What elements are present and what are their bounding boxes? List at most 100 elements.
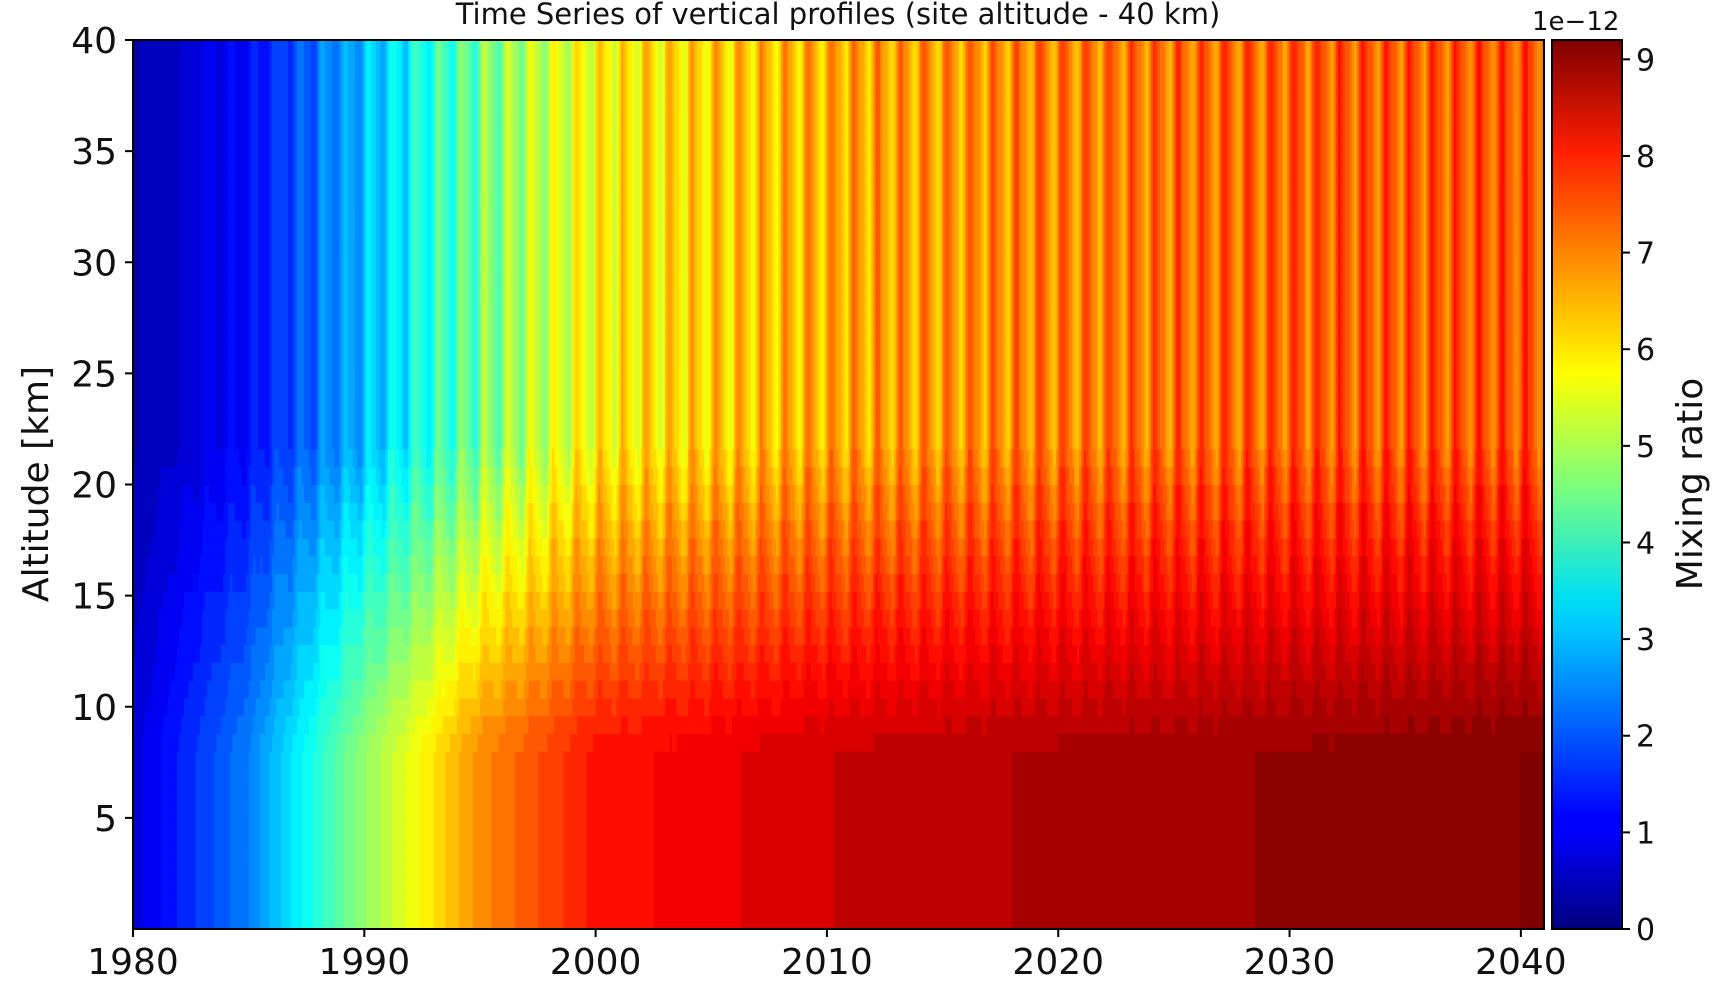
heatmap-cell [193,22,196,40]
heatmap-cell [223,22,226,40]
heatmap-cell [214,22,217,40]
heatmap-cell [149,22,152,40]
heatmap-cell [145,22,148,40]
heatmap-cell [263,22,266,40]
heatmap-field [133,22,1547,929]
heatmap-cell [186,22,189,40]
heatmap-cell [274,22,277,40]
heatmap-cell [209,22,212,40]
heatmap-cell [258,22,261,40]
heatmap-cell [235,22,238,40]
heatmap-cell [348,22,351,40]
heatmap-cell [343,22,346,40]
heatmap-cell [158,22,161,40]
heatmap-cell [334,22,337,40]
heatmap-cell [300,22,303,40]
heatmap-cell [253,22,256,40]
heatmap-cell [202,22,205,40]
heatmap-cell [316,22,319,40]
heatmap-cell [152,22,155,40]
heatmap-cell [179,22,182,40]
plot-area [133,22,1547,929]
heatmap-cell [216,22,219,40]
heatmap-cell [281,22,284,40]
heatmap-cell [230,22,233,40]
heatmap-cell [205,22,208,40]
heatmap-cell [355,22,358,40]
heatmap-cell [219,22,222,40]
heatmap-cell [325,22,328,40]
heatmap-cell [288,22,291,40]
heatmap-cell [313,22,316,40]
heatmap-cell [304,22,307,40]
heatmap-cell [228,22,231,40]
heatmap-cell [350,22,353,40]
heatmap-cell [286,22,289,40]
heatmap-cell [306,22,309,40]
heatmap-cell [279,22,282,40]
heatmap-cell [170,22,173,40]
heatmap-cell [226,22,229,40]
heatmap-cell [249,22,252,40]
heatmap-cell [260,22,263,40]
heatmap-cell [311,22,314,40]
heatmap-cell [320,22,323,40]
heatmap-cell [184,22,187,40]
heatmap-cell [133,22,136,40]
heatmap-cell [165,22,168,40]
heatmap-cell [256,22,259,40]
heatmap-cell [323,22,326,40]
heatmap-cell [302,22,305,40]
heatmap-cell [161,22,164,40]
heatmap-cell [251,22,254,40]
heatmap-cell [297,22,300,40]
heatmap-cell [177,22,180,40]
heatmap-cell [147,22,150,40]
heatmap-cell [353,22,356,40]
heatmap-cell [246,22,249,40]
heatmap-cell [283,22,286,40]
heatmap-cell [309,22,312,40]
heatmap-cell [182,22,185,40]
heatmap-cell [195,22,198,40]
heatmap-cell [212,22,215,40]
heatmap-cell [138,22,141,40]
heatmap-cell [200,22,203,40]
heatmap-cell [341,22,344,40]
heatmap-cell [237,22,240,40]
heatmap-cell [318,22,321,40]
heatmap-cell [293,22,296,40]
heatmap-cell [175,22,178,40]
heatmap-cell [168,22,171,40]
heatmap-cell [189,22,192,40]
heatmap-cell [332,22,335,40]
heatmap-cell [207,22,210,40]
heatmap-cell [156,22,159,40]
heatmap-cell [135,22,138,40]
heatmap-cell [339,22,342,40]
heatmap-cell [290,22,293,40]
heatmap-cell [142,22,145,40]
heatmap-cell [267,22,270,40]
heatmap-cell [163,22,166,40]
heatmap-cell [330,22,333,40]
heatmap-cell [242,22,245,40]
heatmap-cell [191,22,194,40]
heatmap-cell [154,22,157,40]
heatmap-cell [172,22,175,40]
heatmap-cell [337,22,340,40]
heatmap-cell [346,22,349,40]
heatmap-cell [239,22,242,40]
heatmap-cell [265,22,268,40]
heatmap-cell [140,22,143,40]
heatmap-cell [272,22,275,40]
heatmap-cell [295,22,298,40]
heatmap-cell [269,22,272,40]
heatmap-cell [221,22,224,40]
heatmap-cell [244,22,247,40]
heatmap-cell [232,22,235,40]
heatmap-cell [327,22,330,40]
heatmap-cell [198,22,201,40]
heatmap-cell [276,22,279,40]
